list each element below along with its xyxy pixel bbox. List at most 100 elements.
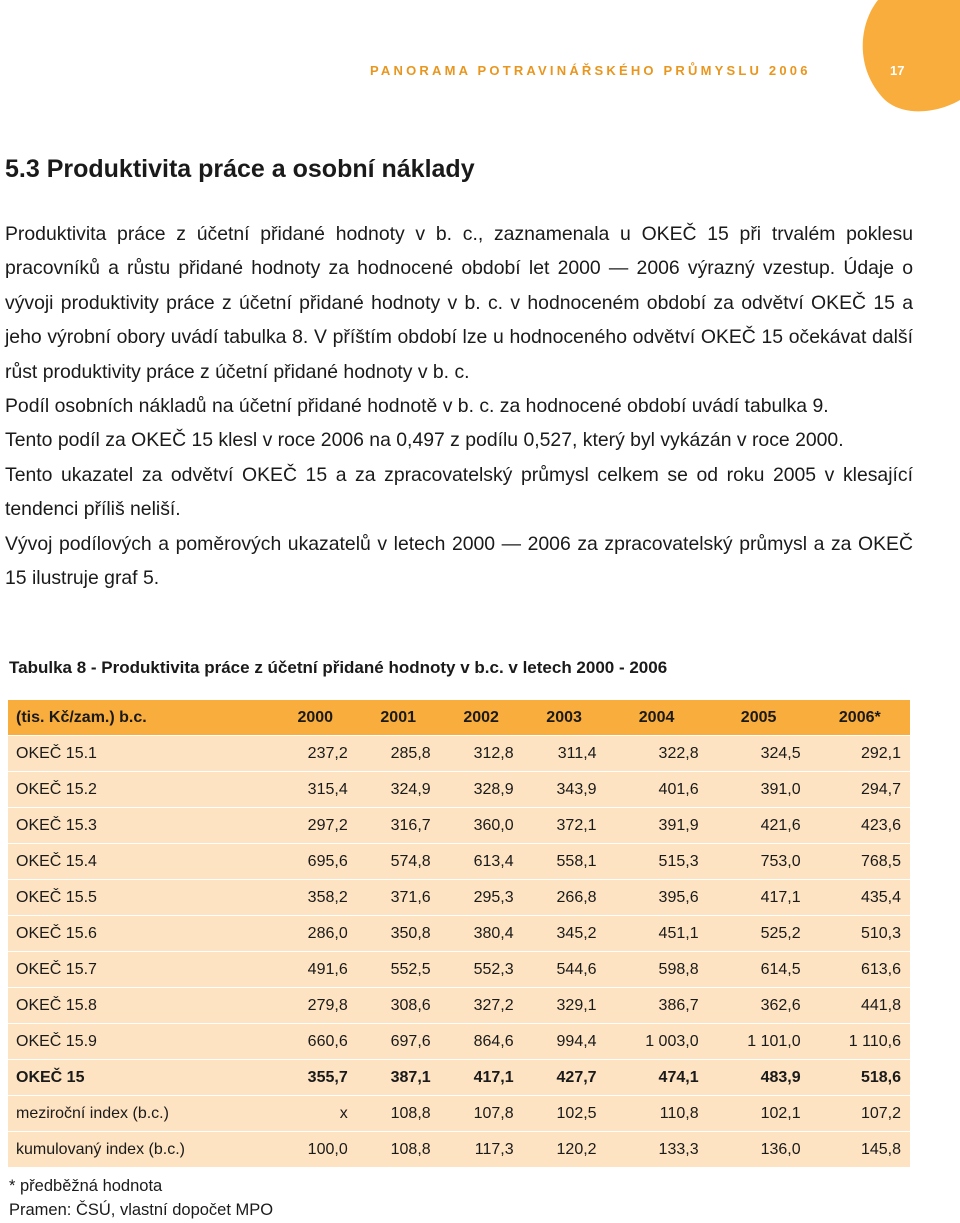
table-cell: 574,8 bbox=[356, 843, 440, 880]
table-cell: 322,8 bbox=[605, 735, 708, 772]
table-cell: OKEČ 15.8 bbox=[8, 987, 274, 1024]
table-cell: 544,6 bbox=[522, 951, 606, 988]
table-cell: 294,7 bbox=[809, 771, 910, 808]
paragraph: Vývoj podílových a poměrových ukazatelů … bbox=[5, 532, 913, 590]
table-cell: 102,5 bbox=[522, 1095, 606, 1132]
table-row: OKEČ 15 355,7 387,1 417,1 427,7 474,1 483,9 518… bbox=[8, 1059, 910, 1096]
table-cell: 355,7 bbox=[273, 1059, 357, 1096]
paragraph: Tento podíl za OKEČ 15 klesl v roce 2006… bbox=[5, 429, 844, 452]
paragraph: Produktivita práce z účetní přidané hodn… bbox=[5, 223, 913, 383]
table-cell: 107,2 bbox=[809, 1095, 910, 1132]
table-cell: 1 110,6 bbox=[809, 1023, 910, 1060]
table-cell: 327,2 bbox=[439, 987, 523, 1024]
footnote: * předběžná hodnota bbox=[9, 1177, 163, 1195]
table-cell: 753,0 bbox=[707, 843, 810, 880]
table-cell: 518,6 bbox=[809, 1059, 910, 1096]
table-cell: 372,1 bbox=[522, 807, 606, 844]
table-cell: 266,8 bbox=[522, 879, 606, 916]
table-cell: 864,6 bbox=[439, 1023, 523, 1060]
header-cell: 2003 bbox=[522, 700, 606, 736]
table-cell: OKEČ 15 bbox=[8, 1059, 274, 1096]
table-cell: 311,4 bbox=[522, 735, 606, 772]
table-cell: 350,8 bbox=[356, 915, 440, 952]
table-cell: 552,3 bbox=[439, 951, 523, 988]
header-cell: 2001 bbox=[356, 700, 440, 736]
table-cell: 768,5 bbox=[809, 843, 910, 880]
table-cell: 380,4 bbox=[439, 915, 523, 952]
table-cell: 391,0 bbox=[707, 771, 810, 808]
table-cell: 391,9 bbox=[605, 807, 708, 844]
table-cell: 395,6 bbox=[605, 879, 708, 916]
table-cell: 237,2 bbox=[273, 735, 357, 772]
table-cell: 362,6 bbox=[707, 987, 810, 1024]
table-cell: 285,8 bbox=[356, 735, 440, 772]
table-row: kumulovaný index (b.c.) 100,0 108,8 117,3 12… bbox=[8, 1131, 910, 1168]
table-cell: 324,9 bbox=[356, 771, 440, 808]
table-cell: 308,6 bbox=[356, 987, 440, 1024]
table-cell: 695,6 bbox=[273, 843, 357, 880]
header-cell: 2000 bbox=[273, 700, 357, 736]
table-cell: 525,2 bbox=[707, 915, 810, 952]
table-row: OKEČ 15.9 660,6 697,6 864,6 994,4 1 003,0 1 10… bbox=[8, 1023, 910, 1060]
table-cell: OKEČ 15.4 bbox=[8, 843, 274, 880]
table-cell: 107,8 bbox=[439, 1095, 523, 1132]
table-row: OKEČ 15.2 315,4 324,9 328,9 343,9 401,6 391,0 2… bbox=[8, 771, 910, 808]
table-cell: 423,6 bbox=[809, 807, 910, 844]
table-cell: 1 101,0 bbox=[707, 1023, 810, 1060]
table-cell: 558,1 bbox=[522, 843, 606, 880]
table-cell: 328,9 bbox=[439, 771, 523, 808]
table-cell: meziroční index (b.c.) bbox=[8, 1095, 274, 1132]
body-text: Produktivita práce z účetní přidané hodn… bbox=[5, 217, 913, 595]
table-cell: OKEČ 15.1 bbox=[8, 735, 274, 772]
page-corner-shape bbox=[862, 0, 960, 112]
table-cell: 427,7 bbox=[522, 1059, 606, 1096]
table-row: OKEČ 15.6 286,0 350,8 380,4 345,2 451,1 525,2 5… bbox=[8, 915, 910, 952]
table-cell: OKEČ 15.3 bbox=[8, 807, 274, 844]
table-cell: 345,2 bbox=[522, 915, 606, 952]
table-cell: 110,8 bbox=[605, 1095, 708, 1132]
table-cell: 371,6 bbox=[356, 879, 440, 916]
table-cell: 279,8 bbox=[273, 987, 357, 1024]
table-cell: OKEČ 15.6 bbox=[8, 915, 274, 952]
table-cell: 360,0 bbox=[439, 807, 523, 844]
table-cell: 387,1 bbox=[356, 1059, 440, 1096]
table-cell: 417,1 bbox=[439, 1059, 523, 1096]
table-cell: 316,7 bbox=[356, 807, 440, 844]
table-cell: 510,3 bbox=[809, 915, 910, 952]
table-cell: OKEČ 15.5 bbox=[8, 879, 274, 916]
running-title: PANORAMA POTRAVINÁŘSKÉHO PRŮMYSLU 2006 bbox=[370, 63, 811, 78]
table-row: OKEČ 15.7 491,6 552,5 552,3 544,6 598,8 614,5 6… bbox=[8, 951, 910, 988]
table-cell: 474,1 bbox=[605, 1059, 708, 1096]
table-row: OKEČ 15.1 237,2 285,8 312,8 311,4 322,8 324,5 2… bbox=[8, 735, 910, 772]
table-cell: 401,6 bbox=[605, 771, 708, 808]
table-cell: 286,0 bbox=[273, 915, 357, 952]
page-number: 17 bbox=[890, 63, 905, 78]
table-cell: x bbox=[273, 1095, 357, 1132]
table-cell: 358,2 bbox=[273, 879, 357, 916]
table-cell: kumulovaný index (b.c.) bbox=[8, 1131, 274, 1168]
source-note: Pramen: ČSÚ, vlastní dopočet MPO bbox=[9, 1201, 274, 1219]
table-cell: 324,5 bbox=[707, 735, 810, 772]
table-cell: 343,9 bbox=[522, 771, 606, 808]
table-cell: 614,5 bbox=[707, 951, 810, 988]
table-cell: 451,1 bbox=[605, 915, 708, 952]
table-cell: 102,1 bbox=[707, 1095, 810, 1132]
table-cell: OKEČ 15.7 bbox=[8, 951, 274, 988]
table-row: meziroční index (b.c.) x 108,8 107,8 102,5 11… bbox=[8, 1095, 910, 1132]
header-cell: 2005 bbox=[707, 700, 810, 736]
table-title: Tabulka 8 - Produktivita práce z účetní … bbox=[9, 658, 668, 677]
table-cell: 292,1 bbox=[809, 735, 910, 772]
table-cell: 145,8 bbox=[809, 1131, 910, 1168]
table-row: OKEČ 15.8 279,8 308,6 327,2 329,1 386,7 362,6 4… bbox=[8, 987, 910, 1024]
table-cell: 295,3 bbox=[439, 879, 523, 916]
table-cell: 491,6 bbox=[273, 951, 357, 988]
table-cell: OKEČ 15.2 bbox=[8, 771, 274, 808]
data-table: (tis. Kč/zam.) b.c. 2000 2001 2002 2003 2004 2… bbox=[8, 700, 910, 1168]
table-cell: 100,0 bbox=[273, 1131, 357, 1168]
paragraph: Podíl osobních nákladů na účetní přidané… bbox=[5, 395, 829, 418]
table-cell: 421,6 bbox=[707, 807, 810, 844]
table-cell: 994,4 bbox=[522, 1023, 606, 1060]
table-cell: OKEČ 15.9 bbox=[8, 1023, 274, 1060]
table-cell: 660,6 bbox=[273, 1023, 357, 1060]
